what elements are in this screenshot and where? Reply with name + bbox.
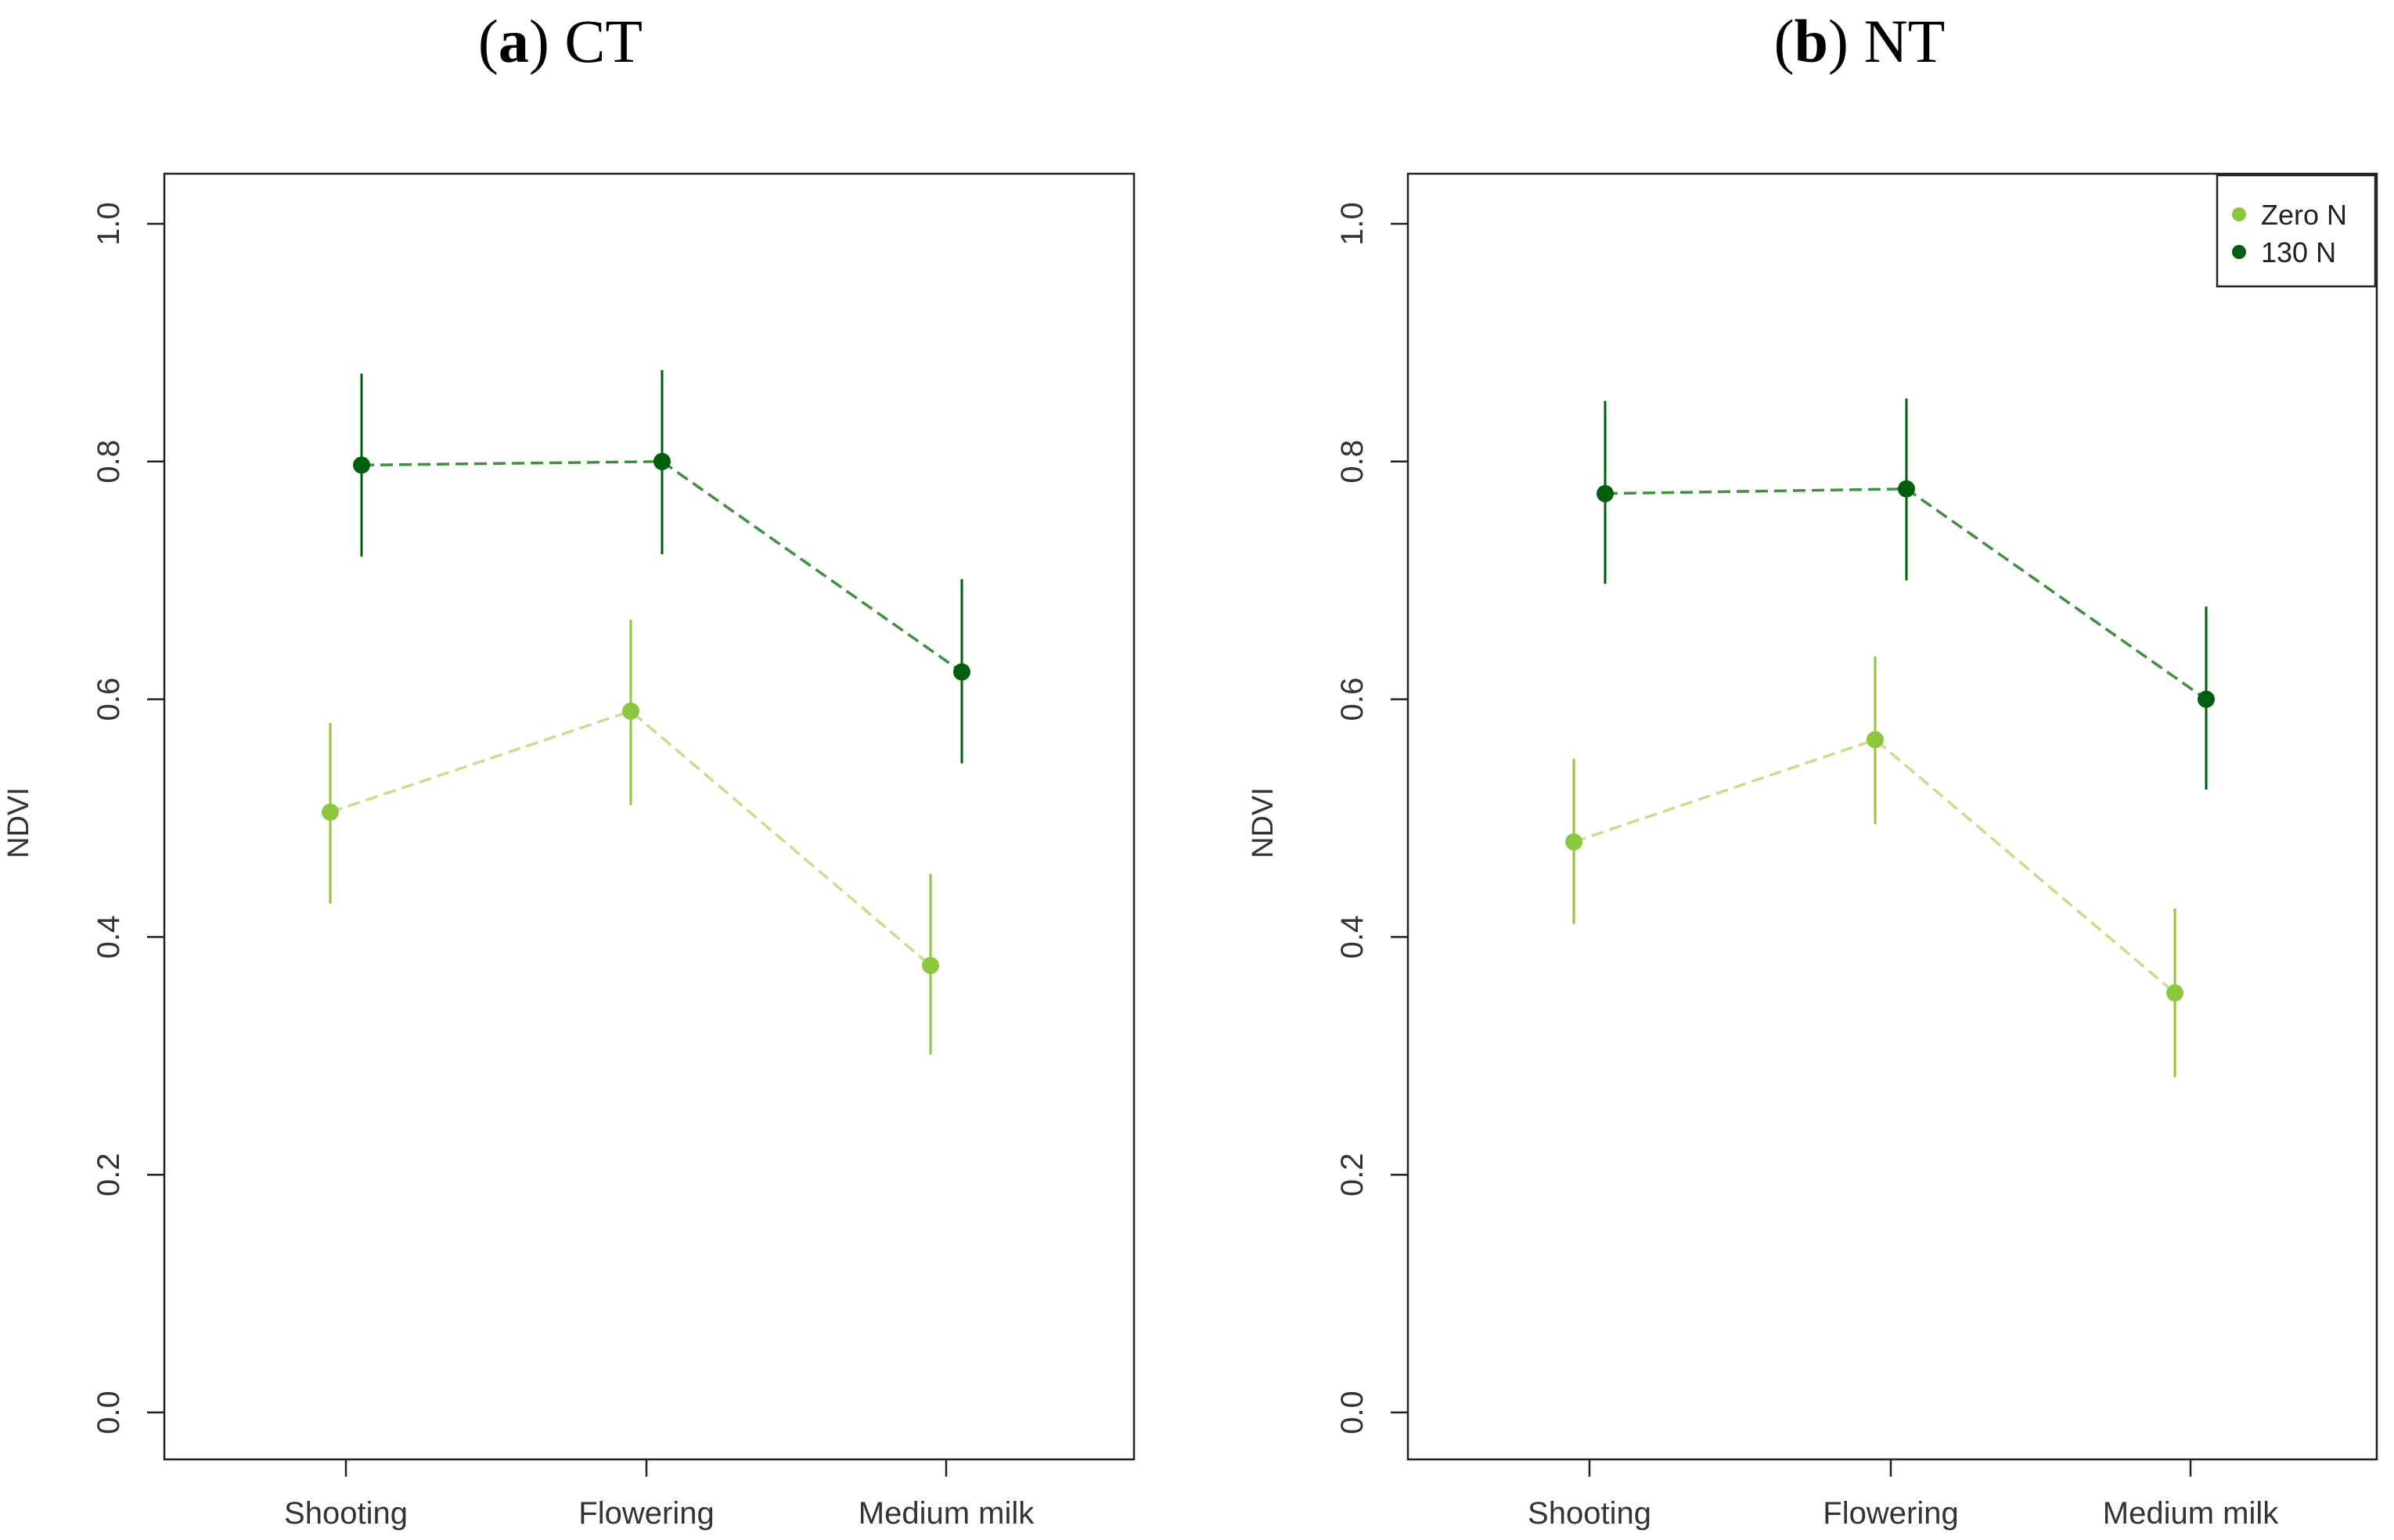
panel-b-letter: b bbox=[1794, 7, 1828, 75]
x-tick-label-0-1: Flowering bbox=[578, 1496, 714, 1531]
y-tick-label-0-3: 0.6 bbox=[92, 678, 126, 721]
data-point-0-0-1 bbox=[622, 702, 639, 720]
x-tick-label-0-0: Shooting bbox=[284, 1496, 408, 1531]
legend-label-1: 130 N bbox=[2261, 236, 2336, 268]
y-tick-label-1-5: 1.0 bbox=[1335, 202, 1370, 246]
panel-a-name: CT bbox=[564, 7, 643, 75]
y-axis-label-1: NDVI bbox=[1247, 787, 1280, 858]
legend-label-0: Zero N bbox=[2261, 199, 2347, 231]
legend-marker-0 bbox=[2232, 207, 2246, 221]
y-tick-label-0-4: 0.8 bbox=[92, 440, 126, 484]
y-axis-label-0: NDVI bbox=[2, 787, 35, 858]
y-tick-label-1-2: 0.4 bbox=[1335, 916, 1370, 959]
y-tick-label-1-0: 0.0 bbox=[1335, 1391, 1370, 1434]
data-point-0-1-2 bbox=[953, 663, 970, 681]
x-tick-label-0-2: Medium milk bbox=[859, 1496, 1035, 1531]
legend-marker-1 bbox=[2232, 245, 2246, 259]
panel-a-letter: a bbox=[498, 7, 529, 75]
plot-frame-0 bbox=[163, 172, 1136, 1461]
x-tick-label-1-0: Shooting bbox=[1528, 1496, 1651, 1531]
panel-b-name: NT bbox=[1863, 7, 1946, 75]
y-tick-label-1-1: 0.2 bbox=[1335, 1153, 1370, 1196]
y-tick-label-0-2: 0.4 bbox=[92, 916, 126, 959]
panel-a-title: (a) CT bbox=[477, 7, 643, 75]
x-tick-label-1-1: Flowering bbox=[1823, 1496, 1958, 1531]
y-tick-label-0-5: 1.0 bbox=[92, 202, 126, 246]
legend-box bbox=[2216, 174, 2377, 288]
data-point-0-0-2 bbox=[922, 956, 939, 974]
y-tick-label-1-3: 0.6 bbox=[1335, 678, 1370, 721]
data-point-1-0-1 bbox=[1867, 731, 1884, 749]
plot-frame-1 bbox=[1406, 172, 2378, 1461]
x-tick-label-1-2: Medium milk bbox=[2103, 1496, 2279, 1531]
data-point-1-1-1 bbox=[1898, 480, 1915, 498]
series-line-0-0 bbox=[329, 709, 932, 967]
panel-b-title: (b) NT bbox=[1773, 7, 1946, 75]
data-point-0-1-1 bbox=[653, 452, 671, 470]
series-line-1-0 bbox=[1573, 738, 2176, 995]
y-tick-label-1-4: 0.8 bbox=[1335, 440, 1370, 484]
data-point-0-1-0 bbox=[353, 456, 370, 474]
data-point-1-1-2 bbox=[2198, 690, 2215, 708]
data-point-1-0-2 bbox=[2166, 984, 2183, 1002]
y-tick-label-0-0: 0.0 bbox=[92, 1391, 126, 1434]
data-point-0-0-0 bbox=[322, 803, 339, 821]
y-tick-label-0-1: 0.2 bbox=[92, 1153, 126, 1196]
data-point-1-0-0 bbox=[1565, 833, 1582, 851]
data-point-1-1-0 bbox=[1597, 484, 1614, 502]
